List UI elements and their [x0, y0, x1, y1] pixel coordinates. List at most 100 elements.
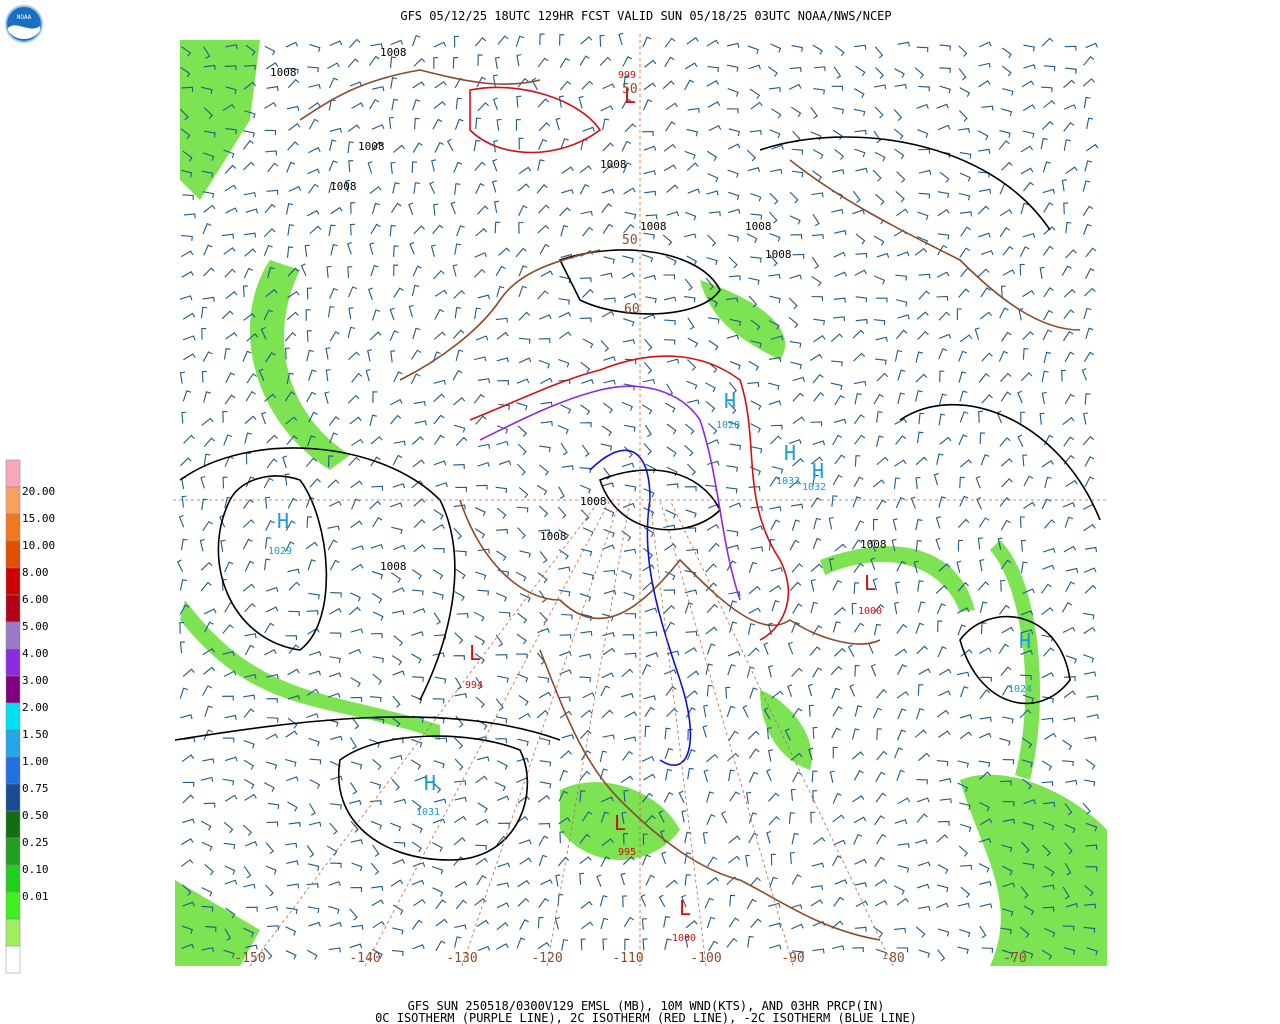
wind-barb [705, 382, 716, 393]
wind-barb [601, 203, 613, 213]
wind-barb [938, 333, 952, 339]
wind-barb [476, 919, 489, 928]
wind-barb [1062, 760, 1074, 767]
wind-barb [895, 497, 905, 509]
wind-barb [829, 770, 835, 783]
wind-barb [1000, 372, 1012, 383]
wind-barb [434, 141, 444, 153]
wind-barb [330, 206, 343, 215]
wind-barb [662, 234, 673, 246]
wind-barb [365, 368, 371, 382]
wind-barb [411, 161, 418, 174]
wind-barb [623, 736, 637, 742]
wind-barb [308, 921, 321, 927]
wind-barb [664, 570, 676, 581]
wind-barb [329, 139, 337, 152]
wind-barb [429, 181, 436, 194]
wind-barb [182, 668, 195, 677]
wind-barb [224, 164, 237, 175]
wind-barb [1020, 411, 1026, 424]
wind-barb [833, 606, 846, 616]
wind-barb [389, 224, 396, 237]
wind-barb [263, 309, 274, 321]
wind-barb [874, 46, 884, 59]
wind-barb [348, 307, 354, 320]
wind-barb [936, 453, 944, 465]
wind-barb [284, 332, 297, 342]
wind-barb [771, 144, 784, 150]
wind-barb [351, 545, 364, 551]
wind-barb [705, 563, 717, 573]
wind-barb [558, 549, 569, 560]
wind-barb [916, 46, 929, 53]
wind-barb [938, 393, 947, 405]
wind-barb [475, 775, 488, 784]
wind-barb [915, 476, 921, 489]
wind-barb [393, 245, 399, 257]
wind-barb [959, 334, 973, 343]
wind-barb [263, 477, 274, 489]
wind-barb [1022, 130, 1035, 138]
wind-barb [287, 224, 294, 236]
wind-barb [1043, 65, 1056, 72]
wind-barb [244, 110, 256, 119]
wind-barb [918, 412, 925, 425]
isobar-label: 1008 [380, 560, 407, 573]
wind-barb [474, 356, 487, 362]
wind-barb [1064, 516, 1074, 528]
wind-barb [306, 610, 319, 616]
wind-barb [686, 749, 696, 761]
wind-barb [812, 537, 822, 550]
wind-barb [412, 944, 425, 950]
wind-barb [623, 789, 629, 802]
wind-barb [789, 581, 802, 591]
wind-barb [1064, 803, 1073, 816]
wind-barb [644, 190, 657, 196]
wind-barb [958, 350, 967, 362]
wind-barb [474, 653, 485, 664]
isobar [337, 735, 529, 861]
wind-barb [538, 204, 550, 214]
wind-barb [453, 289, 466, 299]
wind-barb [1001, 47, 1012, 59]
wind-barb [937, 233, 950, 240]
wind-barb [747, 730, 760, 740]
wind-barb [559, 634, 572, 640]
wind-barb [390, 39, 404, 46]
wind-barb [894, 83, 907, 89]
wind-barb [621, 692, 634, 698]
wind-barb [474, 161, 486, 172]
wind-barb [225, 794, 238, 802]
wind-barb [454, 677, 462, 690]
wind-barb [455, 550, 467, 557]
wind-barb [916, 813, 928, 823]
wind-barb [432, 524, 445, 531]
wind-barb [603, 589, 617, 595]
wind-barb [204, 705, 213, 717]
wind-barb [603, 569, 616, 575]
wind-barb [832, 129, 843, 141]
wind-barb [204, 621, 214, 633]
wind-barb [243, 927, 255, 938]
wind-barb [414, 117, 420, 130]
wind-barb [915, 926, 926, 938]
longitude-label: -80 [881, 951, 904, 966]
wind-barb [748, 360, 760, 371]
wind-barb [1041, 672, 1055, 679]
wind-barb [560, 138, 569, 150]
wind-barb [537, 224, 550, 234]
wind-barb [1017, 434, 1024, 448]
wind-barb [179, 457, 192, 467]
wind-barb [684, 278, 693, 291]
legend-swatch [5, 513, 21, 542]
wind-barb [789, 66, 802, 73]
wind-barb [936, 902, 949, 909]
wind-barb [371, 570, 384, 580]
wind-barb [222, 411, 228, 423]
wind-barb [792, 392, 804, 402]
wind-barb [938, 311, 951, 321]
wind-barb [602, 734, 615, 740]
wind-barb [372, 844, 380, 857]
legend-swatch [5, 486, 21, 515]
